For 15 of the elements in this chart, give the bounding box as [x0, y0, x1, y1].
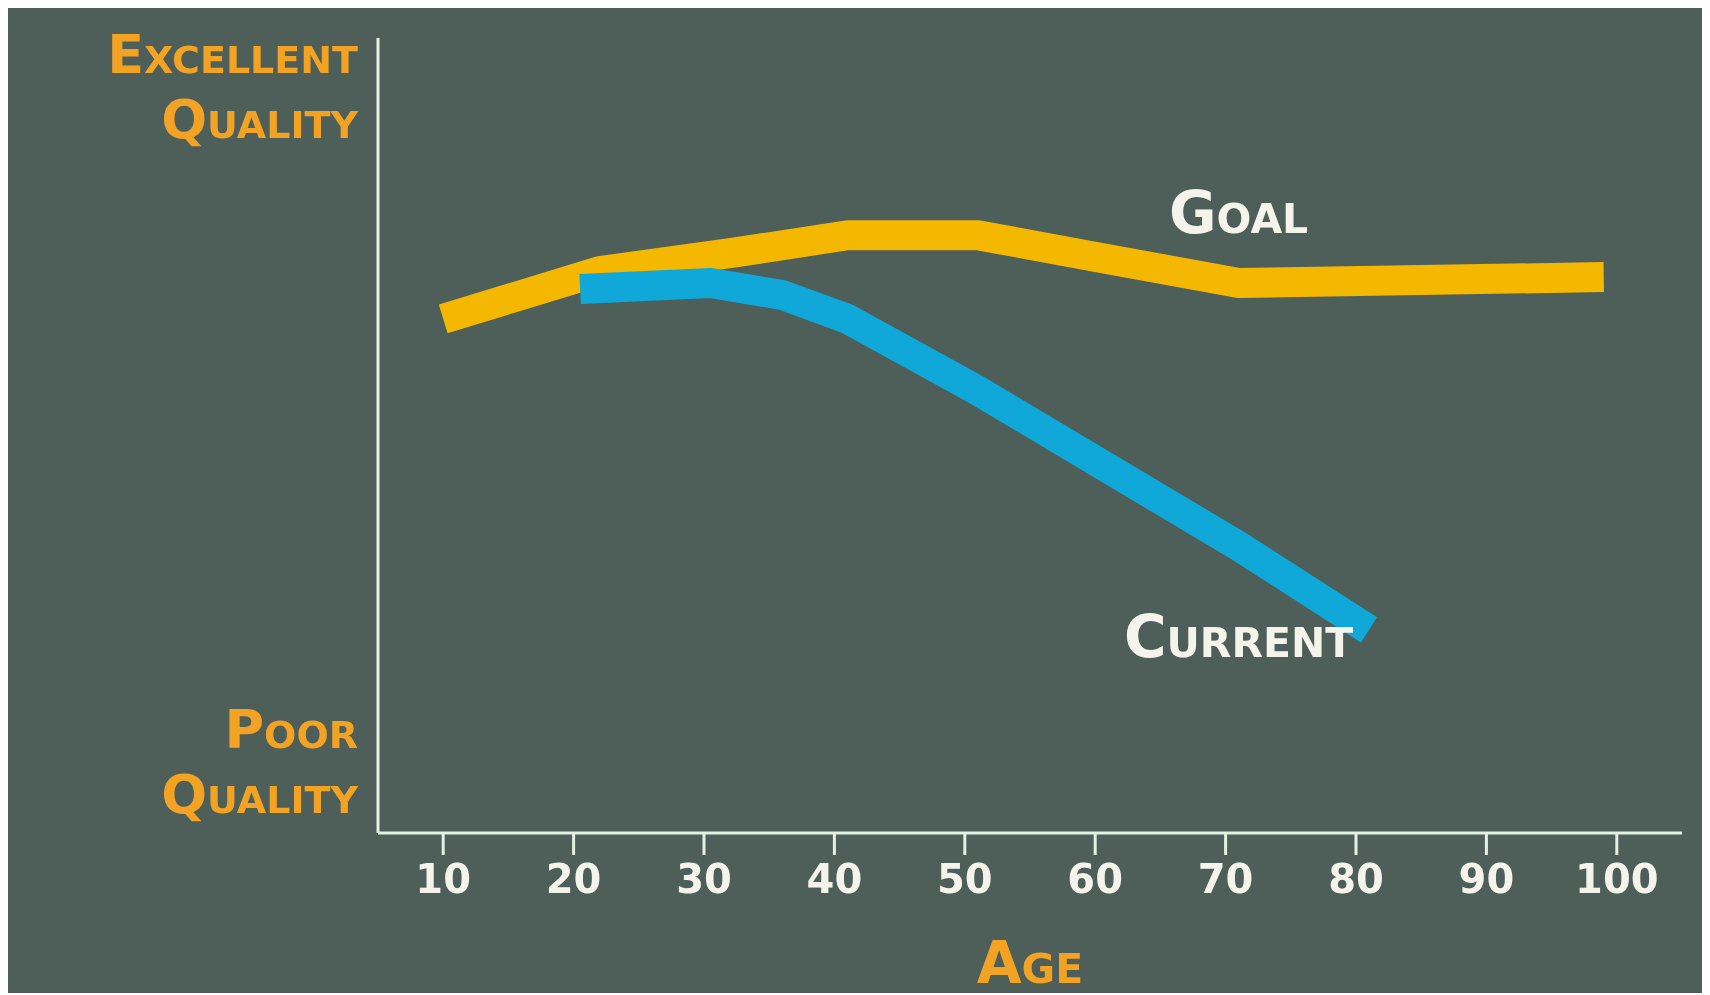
x-tick-label: 40 [806, 856, 863, 903]
x-tick-label: 10 [415, 856, 472, 903]
x-tick-label: 60 [1067, 856, 1124, 903]
x-tick-label: 80 [1328, 856, 1384, 903]
text: Poor Quality [160, 698, 358, 828]
x-tick-label: 90 [1458, 856, 1515, 903]
x-tick-label: 20 [545, 856, 602, 903]
text: Excellent Quality [106, 23, 358, 153]
x-tick-label: 50 [936, 856, 993, 903]
series-label: Current [1123, 603, 1354, 672]
x-axis-title: Age [976, 929, 1084, 995]
x-tick-label: 70 [1197, 856, 1254, 903]
x-tick-label: 100 [1575, 856, 1659, 903]
x-tick-label: 30 [676, 856, 732, 903]
series-label: Goal [1169, 179, 1309, 248]
